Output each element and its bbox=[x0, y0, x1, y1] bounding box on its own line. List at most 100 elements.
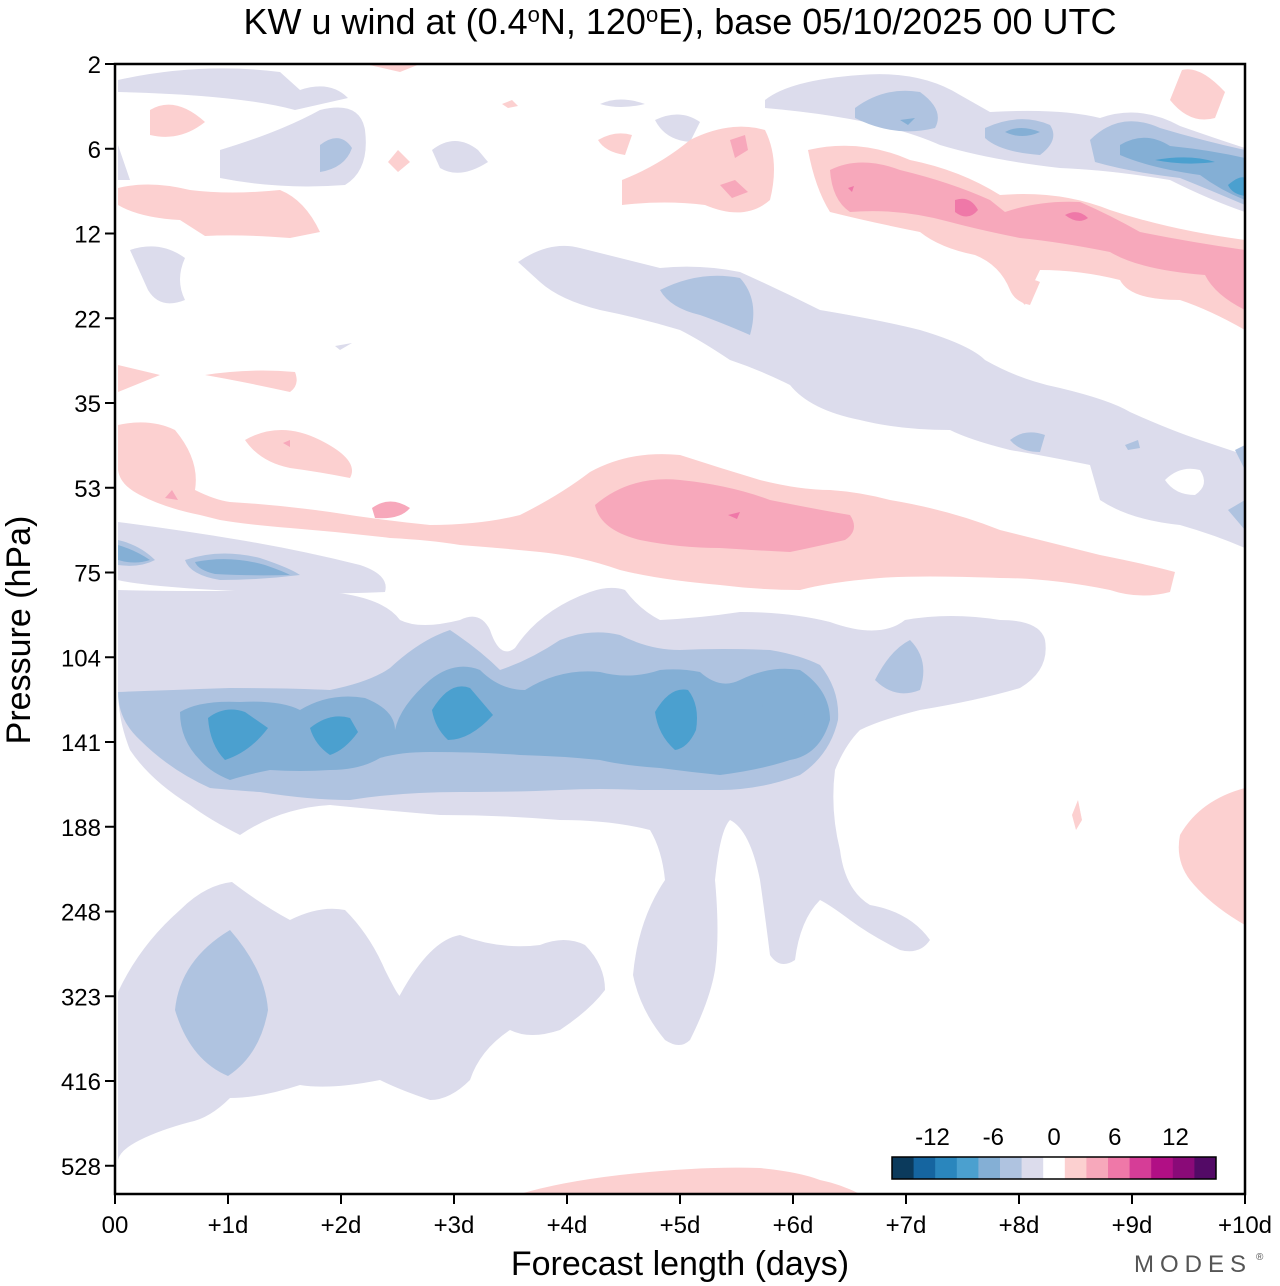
x-tick-label: +9d bbox=[1112, 1212, 1153, 1239]
colorbar-label: 0 bbox=[1047, 1124, 1060, 1151]
contour-region bbox=[985, 119, 1054, 155]
registered-mark: ® bbox=[1256, 1252, 1264, 1263]
x-tick-label: +4d bbox=[547, 1212, 588, 1239]
colorbar-swatch bbox=[935, 1157, 958, 1179]
contour-fills bbox=[118, 64, 1245, 1194]
colorbar-swatch bbox=[1172, 1157, 1195, 1179]
x-tick-label: +3d bbox=[434, 1212, 475, 1239]
contour-region bbox=[283, 440, 290, 447]
x-tick-label: +7d bbox=[886, 1212, 927, 1239]
contour-region bbox=[595, 479, 854, 552]
contour-region bbox=[118, 68, 348, 110]
colorbar: -12 -6 0 6 12 bbox=[891, 1124, 1219, 1183]
x-tick-label: +2d bbox=[321, 1212, 362, 1239]
contour-region bbox=[900, 118, 915, 125]
contour-region bbox=[335, 343, 352, 350]
y-tick-label: 35 bbox=[74, 391, 101, 418]
colorbar-swatch bbox=[1108, 1157, 1131, 1179]
y-tick-label: 6 bbox=[88, 137, 101, 164]
contour-region bbox=[1155, 157, 1215, 164]
x-tick-label: +10d bbox=[1218, 1212, 1272, 1239]
contour-region bbox=[720, 180, 748, 198]
contour-region bbox=[730, 135, 748, 158]
contour-region bbox=[245, 430, 352, 478]
contour-region bbox=[388, 150, 410, 172]
colorbar-swatch bbox=[1086, 1157, 1109, 1179]
colorbar-swatch bbox=[1064, 1157, 1087, 1179]
modes-logo-text: MODES bbox=[1134, 1251, 1252, 1278]
contour-region bbox=[180, 666, 830, 780]
contour-region bbox=[118, 365, 160, 392]
colorbar-swatch bbox=[1021, 1157, 1044, 1179]
y-tick-label: 248 bbox=[61, 900, 101, 927]
colorbar-swatch bbox=[978, 1157, 1001, 1179]
contour-region bbox=[118, 145, 130, 180]
contour-region bbox=[165, 490, 178, 500]
contour-region bbox=[1170, 69, 1225, 120]
contour-region bbox=[830, 162, 1245, 310]
colorbar-swatch bbox=[1151, 1157, 1174, 1179]
colorbar-swatch bbox=[1129, 1157, 1152, 1179]
colorbar-labels: -12 -6 0 6 12 bbox=[915, 1124, 1189, 1151]
x-axis: 00 +1d +2d +3d +4d +5d +6d +7d +8d +9d +10d bbox=[102, 1194, 1272, 1239]
contour-region bbox=[855, 90, 938, 132]
y-tick-label: 188 bbox=[61, 815, 101, 842]
contour-region bbox=[1010, 279, 1040, 305]
colorbar-swatch bbox=[1194, 1157, 1217, 1179]
x-tick-label: +5d bbox=[660, 1212, 701, 1239]
x-tick-label: +8d bbox=[999, 1212, 1040, 1239]
colorbar-swatch bbox=[1000, 1157, 1023, 1179]
contour-region bbox=[1005, 128, 1040, 136]
contour-region bbox=[1165, 468, 1204, 495]
contour-region bbox=[1228, 177, 1245, 196]
contour-region bbox=[655, 689, 697, 750]
contour-region bbox=[365, 64, 420, 72]
contour-region bbox=[1228, 500, 1245, 530]
contour-region bbox=[1125, 440, 1140, 450]
colorbar-frame bbox=[891, 1156, 1217, 1180]
y-axis-label: Pressure (hPa) bbox=[0, 516, 38, 745]
y-tick-label: 75 bbox=[74, 561, 101, 588]
contour-region bbox=[130, 246, 185, 304]
y-tick-label: 53 bbox=[74, 476, 101, 503]
y-tick-label: 2 bbox=[88, 52, 101, 79]
x-tick-label: +1d bbox=[208, 1212, 249, 1239]
y-tick-label: 22 bbox=[74, 306, 101, 333]
contour-region bbox=[208, 709, 268, 760]
contour-region bbox=[518, 245, 1245, 548]
colorbar-label: -12 bbox=[915, 1124, 950, 1151]
contour-region bbox=[762, 686, 805, 742]
contour-region bbox=[600, 99, 645, 107]
contour-region bbox=[118, 545, 150, 563]
contour-region bbox=[655, 114, 700, 142]
contour-region bbox=[118, 184, 320, 238]
contour-region bbox=[372, 501, 410, 519]
contour-region bbox=[955, 198, 978, 217]
chart-title: KW u wind at (0.4oN, 120oE), base 05/10/… bbox=[244, 1, 1117, 42]
contour-region bbox=[728, 512, 740, 519]
contour-region bbox=[598, 133, 632, 155]
contour-region bbox=[205, 370, 297, 392]
contour-region bbox=[1178, 788, 1245, 925]
colorbar-label: 12 bbox=[1162, 1124, 1189, 1151]
contour-region bbox=[175, 930, 268, 1076]
colorbar-swatch bbox=[892, 1157, 915, 1179]
contour-region bbox=[310, 716, 358, 755]
colorbar-label: -6 bbox=[983, 1124, 1004, 1151]
y-tick-label: 416 bbox=[61, 1069, 101, 1096]
y-tick-label: 528 bbox=[61, 1154, 101, 1181]
y-tick-label: 104 bbox=[61, 645, 101, 672]
contour-region bbox=[1072, 800, 1082, 830]
contour-region bbox=[848, 186, 854, 192]
colorbar-swatch bbox=[1043, 1157, 1066, 1179]
contour-region bbox=[660, 275, 754, 335]
contour-region bbox=[150, 104, 205, 137]
contour-region bbox=[432, 686, 493, 740]
colorbar-swatch bbox=[956, 1157, 979, 1179]
x-tick-label: 00 bbox=[102, 1212, 129, 1239]
colorbar-label: 6 bbox=[1108, 1124, 1121, 1151]
contour-region bbox=[622, 126, 774, 213]
contour-region bbox=[1010, 432, 1045, 452]
contour-region bbox=[520, 1167, 860, 1194]
